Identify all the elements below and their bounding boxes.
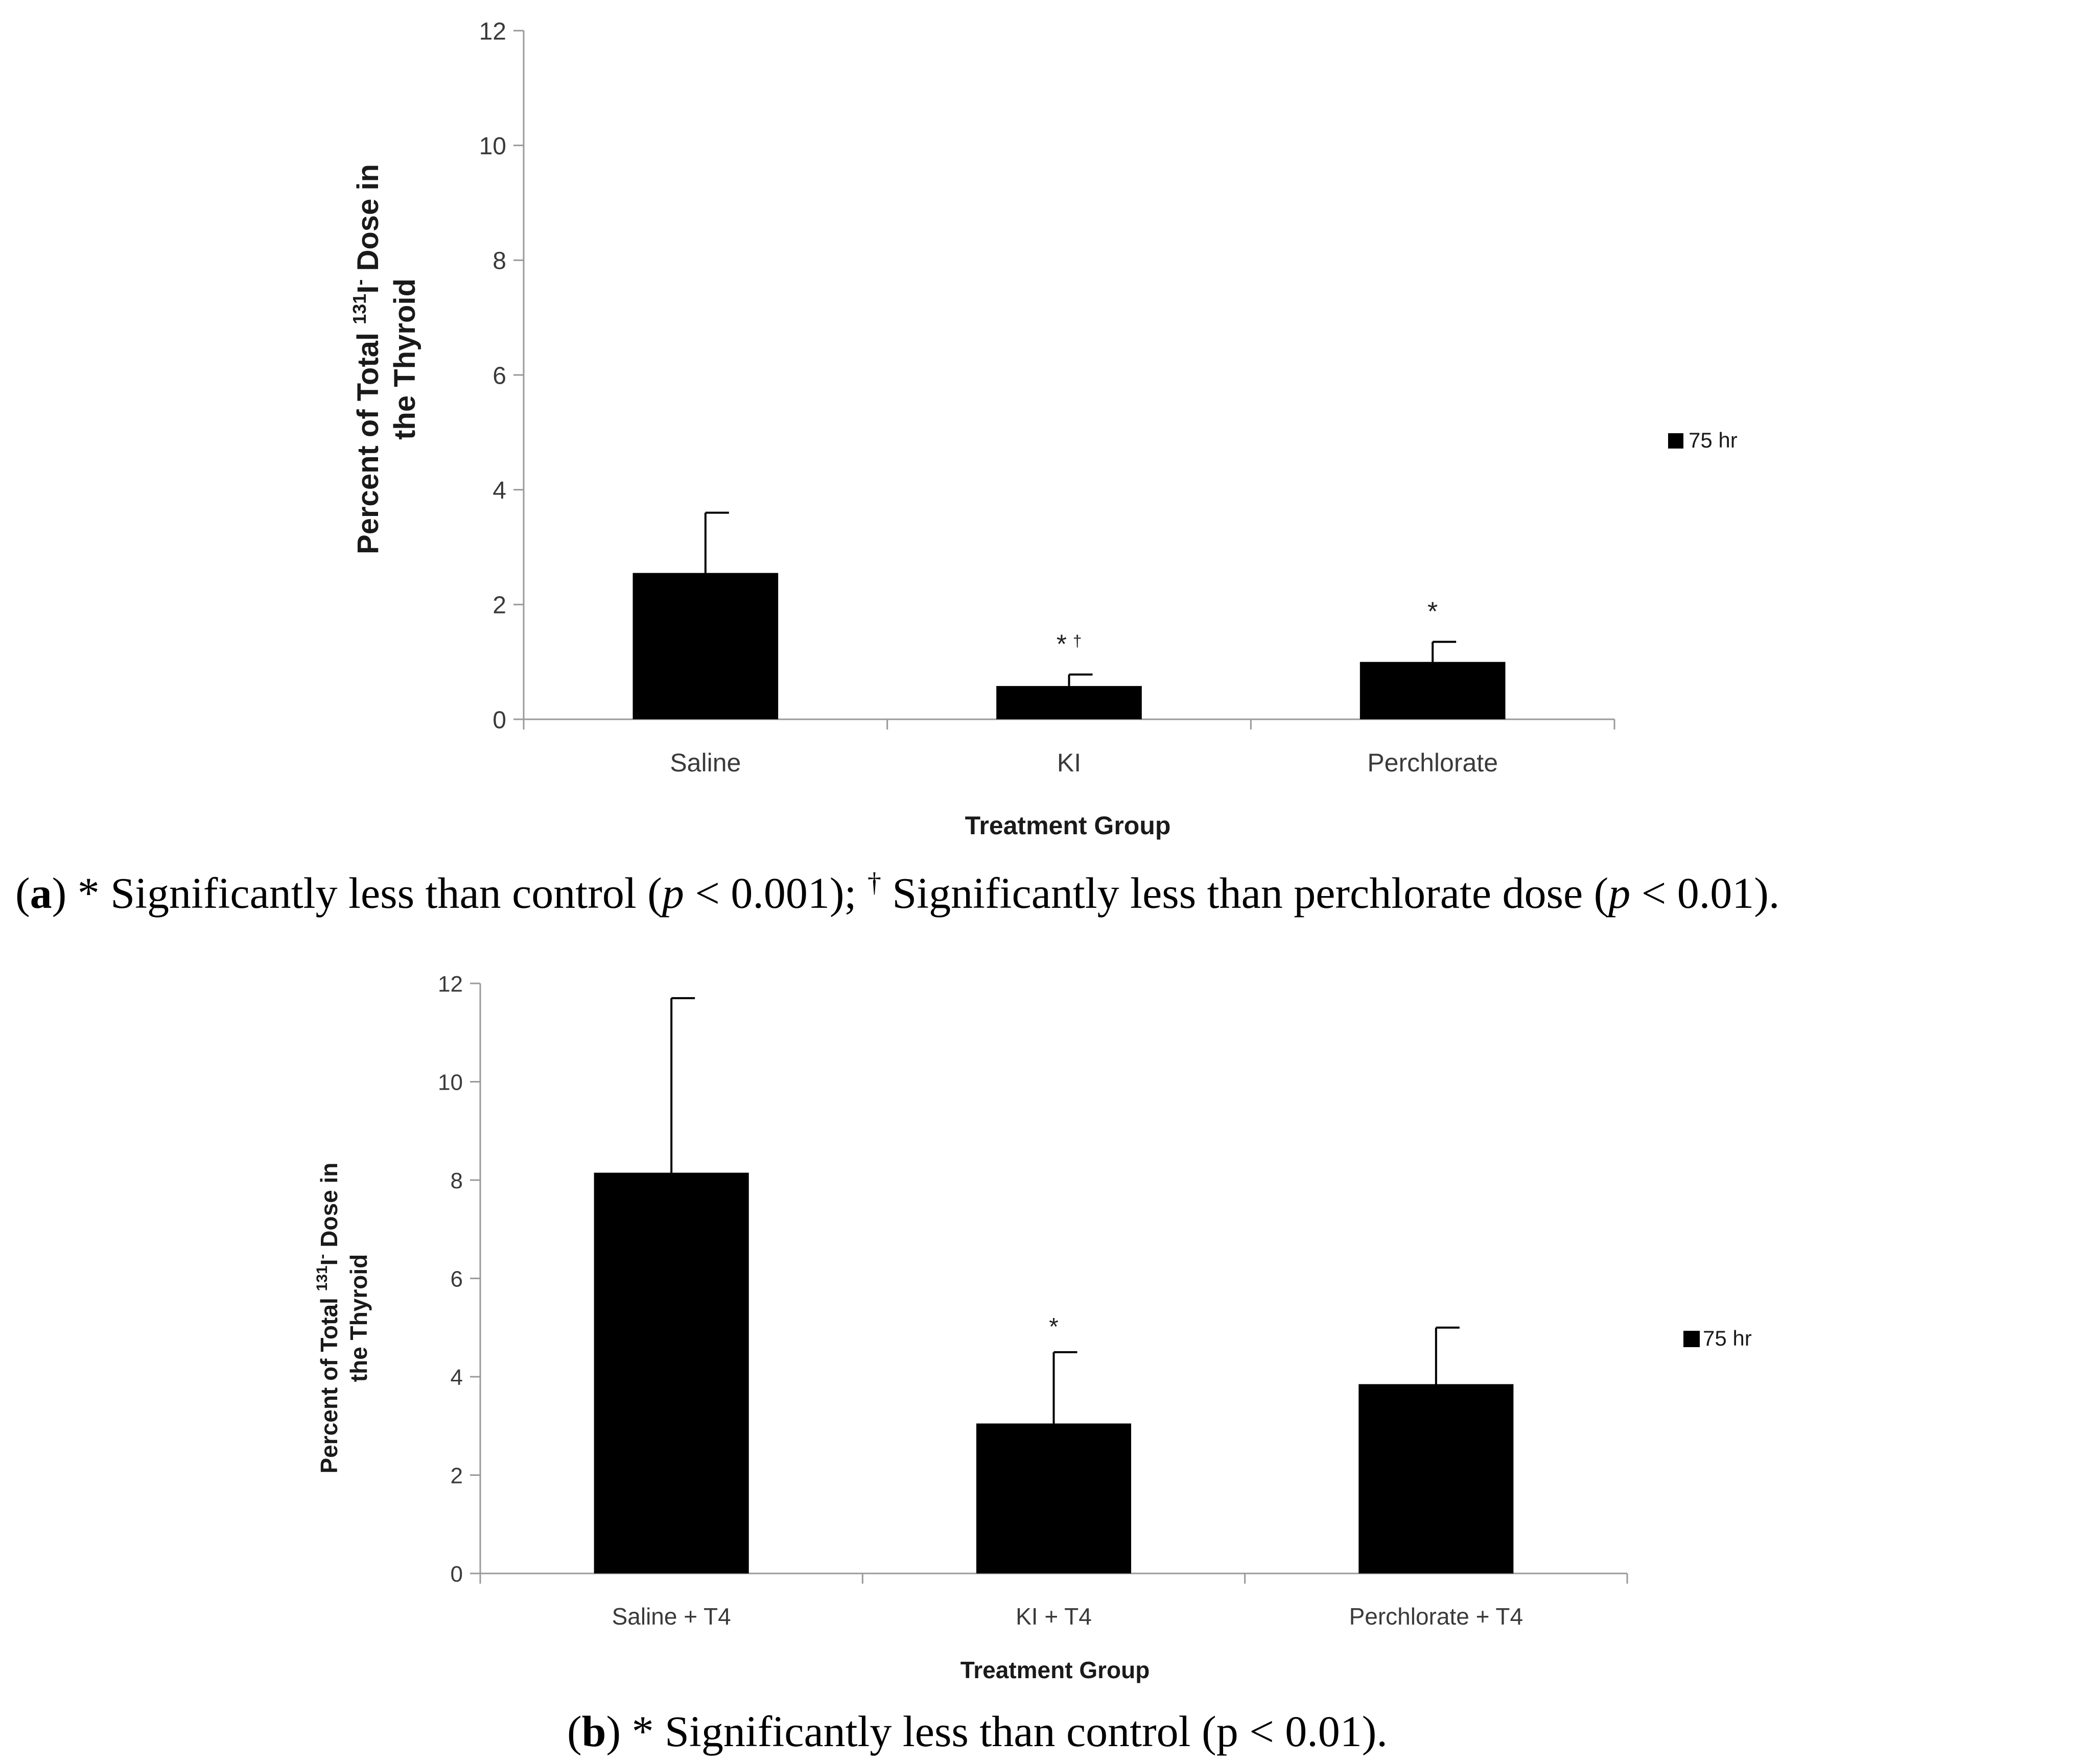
x-tick-label: Perchlorate [1367,748,1498,777]
chart-a-x-axis-title: Treatment Group [965,811,1171,840]
y-tick-label: 10 [438,1070,463,1095]
y-tick-label: 2 [451,1463,463,1488]
y-tick-label: 2 [493,592,506,619]
chart-b: 0 2 4 6 8 10 12 Saline + T4 KI + T4 Perchlorate +… [314,972,1752,1756]
bar [996,686,1142,719]
chart-b-x-axis-title: Treatment Group [960,1657,1150,1683]
caption-b: (b) * Significantly less than control (p… [567,1707,1388,1756]
chart-a-y-axis-title-line2: the Thyroid [388,278,421,440]
x-tick-label: Perchlorate + T4 [1349,1603,1524,1630]
chart-b-legend-swatch [1683,1331,1700,1347]
y-tick-label: 8 [451,1168,463,1193]
y-tick-label: 6 [493,362,506,389]
y-tick-label: 8 [493,248,506,275]
chart-a-bars: * † * [632,511,1506,719]
chart-b-y-axis-title-line2: the Thyroid [345,1254,372,1382]
y-tick-label: 0 [493,707,506,734]
bar [632,573,779,719]
y-tick-label: 0 [451,1562,463,1587]
chart-a-legend-swatch [1668,433,1683,449]
y-tick-label: 12 [438,972,463,997]
y-tick-label: 4 [493,477,506,504]
x-tick-label: Saline [670,748,741,777]
chart-b-legend: 75 hr [1683,1326,1752,1350]
chart-a-y-axis-title: Percent of Total 131I- Dose in the Thyro… [349,164,421,554]
caption-a: (a) * Significantly less than control (p… [15,867,1779,918]
chart-a-legend-label: 75 hr [1689,428,1738,452]
chart-a-legend: 75 hr [1668,428,1738,452]
chart-b-legend-label: 75 hr [1703,1326,1752,1350]
chart-a: 0 2 4 6 8 10 12 Saline KI Perchlorate * † * Percent… [15,18,1779,918]
y-tick-label: 6 [451,1266,463,1291]
svg-text:Percent of Total 131I- Dose in: Percent of Total 131I- Dose in [349,164,385,554]
y-tick-label: 12 [479,18,506,45]
bar [594,1172,749,1573]
y-tick-label: 10 [479,133,506,160]
x-tick-label: KI [1057,748,1081,777]
bar [1360,662,1506,719]
svg-text:Percent of Total 131I- Dose in: Percent of Total 131I- Dose in [314,1163,342,1474]
chart-b-bars: * [594,997,1514,1573]
x-tick-label: Saline + T4 [612,1603,731,1630]
chart-b-y-axis-title: Percent of Total 131I- Dose in the Thyro… [314,1163,372,1474]
bar [976,1423,1132,1573]
bar [1358,1384,1514,1573]
significance-mark: * [1049,1313,1059,1340]
significance-mark: * [1427,597,1438,626]
chart-a-axes: 0 2 4 6 8 10 12 Saline KI Perchlorate [479,18,1615,777]
y-tick-label: 4 [451,1365,463,1390]
x-tick-label: KI + T4 [1016,1603,1092,1630]
significance-mark: * † [1057,629,1082,659]
